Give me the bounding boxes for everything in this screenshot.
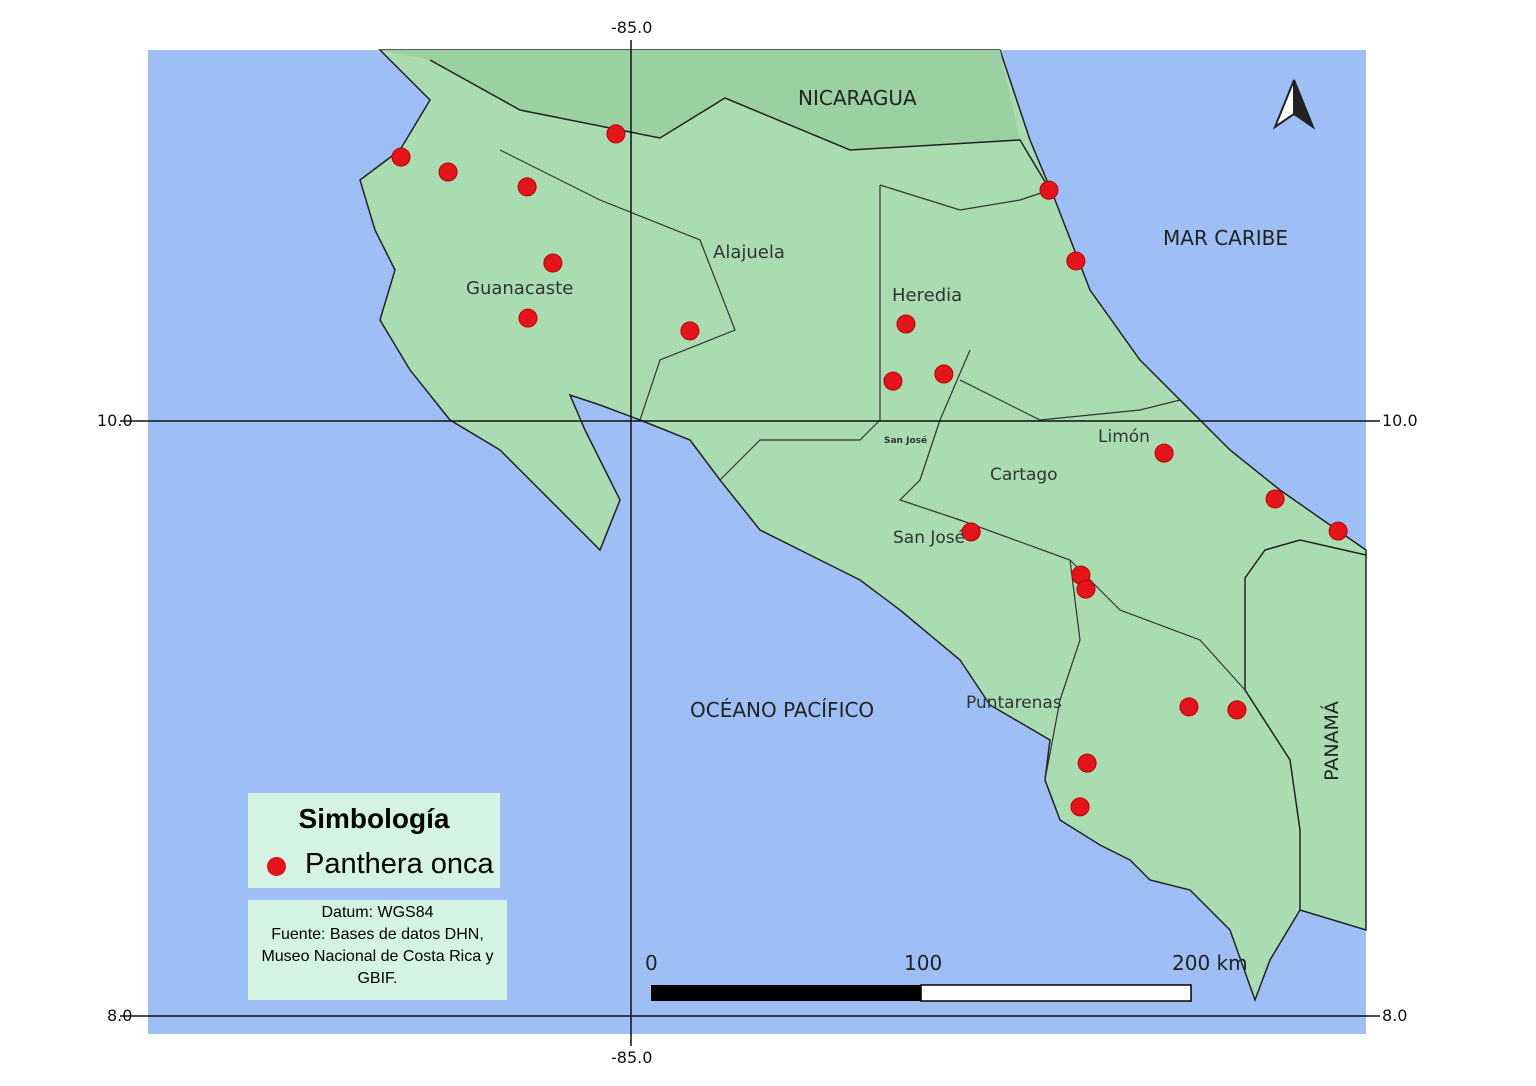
panama-border xyxy=(1244,539,1367,910)
legend-item-label: Panthera onca xyxy=(305,848,494,880)
panthera-onca-point xyxy=(1070,797,1090,817)
panthera-onca-point xyxy=(934,364,954,384)
label-alajuela: Alajuela xyxy=(713,242,785,263)
panthera-onca-point xyxy=(961,522,981,542)
panthera-onca-point xyxy=(517,177,537,197)
lat-label-left-10: 10.0 xyxy=(97,411,133,430)
scale-label-100: 100 xyxy=(904,951,943,975)
label-mar-caribe: MAR CARIBE xyxy=(1163,226,1288,250)
source-box: Datum: WGS84 Fuente: Bases de datos DHN,… xyxy=(248,900,507,1000)
panthera-onca-point xyxy=(680,321,700,341)
panthera-onca-point xyxy=(518,308,538,328)
scale-label-200: 200 km xyxy=(1172,951,1248,975)
lat-label-right-8: 8.0 xyxy=(1382,1006,1408,1025)
lon-label-bottom: -85.0 xyxy=(611,1048,653,1067)
lat-label-right-10: 10.0 xyxy=(1382,411,1418,430)
panthera-onca-point xyxy=(391,147,411,167)
label-cartago: Cartago xyxy=(990,465,1058,485)
panthera-onca-point xyxy=(1076,579,1096,599)
nicaragua-land xyxy=(380,50,1020,150)
panthera-onca-point xyxy=(543,253,563,273)
panthera-onca-point xyxy=(896,314,916,334)
label-san-jose-province: San José xyxy=(893,528,966,548)
source-line-2: Fuente: Bases de datos DHN, xyxy=(271,926,484,943)
panthera-onca-point xyxy=(1179,697,1199,717)
north-arrow-icon xyxy=(1272,79,1316,130)
panthera-onca-point xyxy=(1154,443,1174,463)
land xyxy=(359,49,1367,1003)
source-line-4: GBIF. xyxy=(357,970,398,987)
scale-bar-black xyxy=(651,985,921,1001)
province-borders xyxy=(499,149,1246,781)
panthera-onca-point xyxy=(1066,251,1086,271)
lon-label-top: -85.0 xyxy=(611,18,653,37)
label-limon: Limón xyxy=(1098,427,1150,447)
graticule xyxy=(120,40,1380,1046)
label-oceano-pacifico: OCÉANO PACÍFICO xyxy=(690,698,875,722)
panthera-onca-point xyxy=(1227,700,1247,720)
source-line-3: Museo Nacional de Costa Rica y xyxy=(261,948,494,965)
label-panama: PANAMÁ xyxy=(1320,701,1343,781)
occurrence-points xyxy=(391,124,1348,817)
panthera-onca-point xyxy=(438,162,458,182)
scale-bar-white xyxy=(920,984,1192,1002)
lat-label-left-8: 8.0 xyxy=(107,1006,133,1025)
national-border xyxy=(429,59,1051,191)
label-heredia: Heredia xyxy=(892,285,963,306)
legend-title: Simbología xyxy=(298,803,450,834)
scale-label-0: 0 xyxy=(645,951,658,975)
panthera-onca-point xyxy=(883,371,903,391)
label-san-jose-city: San José xyxy=(884,436,928,446)
panthera-onca-point xyxy=(606,124,626,144)
label-guanacaste: Guanacaste xyxy=(466,278,574,299)
legend: Simbología Panthera onca xyxy=(248,793,500,888)
label-nicaragua: NICARAGUA xyxy=(798,86,917,110)
panthera-onca-point xyxy=(1265,489,1285,509)
scale-bar xyxy=(651,984,1192,1002)
label-puntarenas: Puntarenas xyxy=(966,693,1062,713)
panthera-onca-point xyxy=(1328,521,1348,541)
source-datum: Datum: WGS84 xyxy=(321,904,434,921)
panthera-onca-point xyxy=(1077,753,1097,773)
panthera-onca-point xyxy=(1039,180,1059,200)
legend-point-icon xyxy=(267,857,286,876)
